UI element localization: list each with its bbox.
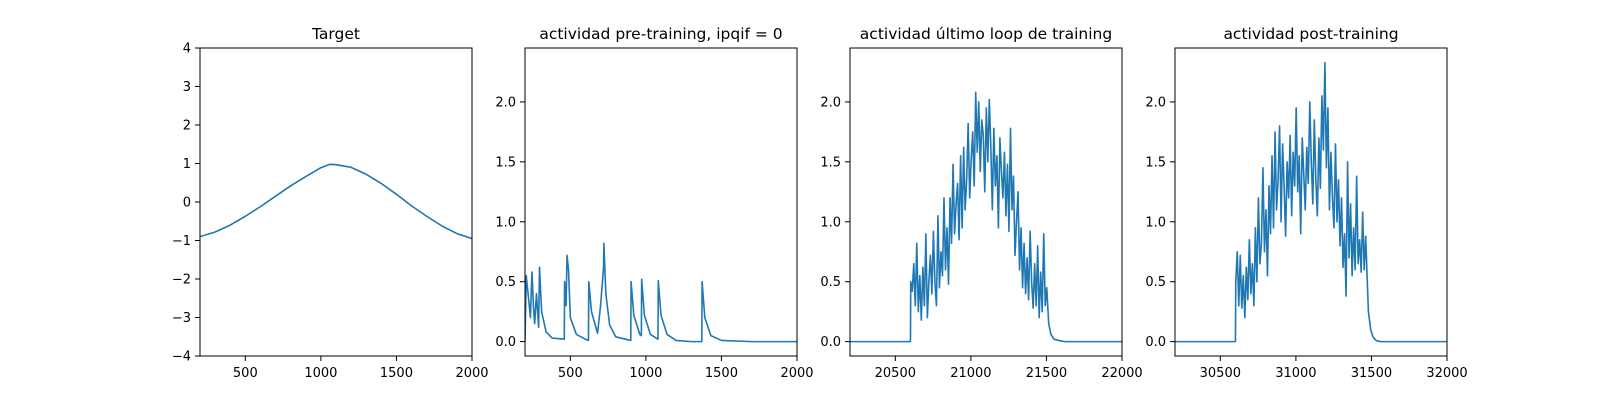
y-tick-label: 1.5 xyxy=(495,155,516,170)
x-tick-label: 20500 xyxy=(875,366,916,381)
axes-frame xyxy=(199,47,473,357)
y-tick-label: 2.0 xyxy=(820,95,841,110)
y-tick-label: −4 xyxy=(172,350,191,365)
x-tick-label: 32000 xyxy=(1426,366,1467,381)
y-tick-label: 0.0 xyxy=(1145,335,1166,350)
x-tick-label: 30500 xyxy=(1200,366,1241,381)
subplot-3: actividad último loop de training 20500 21… xyxy=(820,25,1142,381)
y-tick-label: 2 xyxy=(183,119,191,134)
y-tick-label: 3 xyxy=(183,80,191,95)
y-tick-label: 0.5 xyxy=(1145,275,1166,290)
subplot-title: actividad pre-training, ipqif = 0 xyxy=(539,25,782,43)
x-tick-label: 500 xyxy=(233,366,258,381)
x-tick-label: 1500 xyxy=(380,366,413,381)
y-tick-label: 2.0 xyxy=(495,95,516,110)
y-tick-label: 1.0 xyxy=(820,215,841,230)
axes-frame xyxy=(524,47,798,357)
subplot-2: actividad pre-training, ipqif = 0 500 1000… xyxy=(495,25,813,381)
series-line xyxy=(200,163,472,240)
x-tick-label: 21000 xyxy=(950,366,991,381)
y-tick-label: −2 xyxy=(172,273,191,288)
x-tick-label: 2000 xyxy=(780,366,813,381)
series-line xyxy=(525,242,797,343)
x-tick-label: 21500 xyxy=(1026,366,1067,381)
x-tick-label: 31000 xyxy=(1275,366,1316,381)
y-tick-label: 1.5 xyxy=(820,155,841,170)
y-tick-label: 1.5 xyxy=(1145,155,1166,170)
x-tick-label: 1000 xyxy=(304,366,337,381)
x-tick-label: 22000 xyxy=(1101,366,1142,381)
y-tick-label: 1 xyxy=(183,157,191,172)
subplot-title: actividad último loop de training xyxy=(860,25,1112,43)
y-tick-label: 4 xyxy=(183,42,191,57)
x-tick-label: 500 xyxy=(558,366,583,381)
y-tick-label: 0 xyxy=(183,196,191,211)
subplot-title: actividad post-training xyxy=(1223,25,1398,43)
x-tick-label: 2000 xyxy=(455,366,488,381)
y-tick-label: 1.0 xyxy=(1145,215,1166,230)
y-tick-label: 2.0 xyxy=(1145,95,1166,110)
axes-frame xyxy=(1174,47,1448,357)
y-tick-label: 0.5 xyxy=(495,275,516,290)
series-line xyxy=(850,91,1122,343)
y-tick-label: 1.0 xyxy=(495,215,516,230)
y-tick-label: 0.0 xyxy=(495,335,516,350)
y-tick-label: 0.5 xyxy=(820,275,841,290)
axes-frame xyxy=(849,47,1123,357)
x-tick-label: 1500 xyxy=(705,366,738,381)
y-tick-label: −3 xyxy=(172,311,191,326)
x-tick-label: 31500 xyxy=(1351,366,1392,381)
subplot-title: Target xyxy=(311,25,360,43)
x-tick-label: 1000 xyxy=(629,366,662,381)
subplot-1: Target 500 1000 1500 2000 −4 −3 −2 −1 0 1 2 3 4 xyxy=(172,25,489,381)
subplot-4: actividad post-training 30500 31000 31500 32… xyxy=(1145,25,1467,381)
y-tick-label: 0.0 xyxy=(820,335,841,350)
y-tick-label: −1 xyxy=(172,234,191,249)
series-line xyxy=(1175,61,1447,343)
